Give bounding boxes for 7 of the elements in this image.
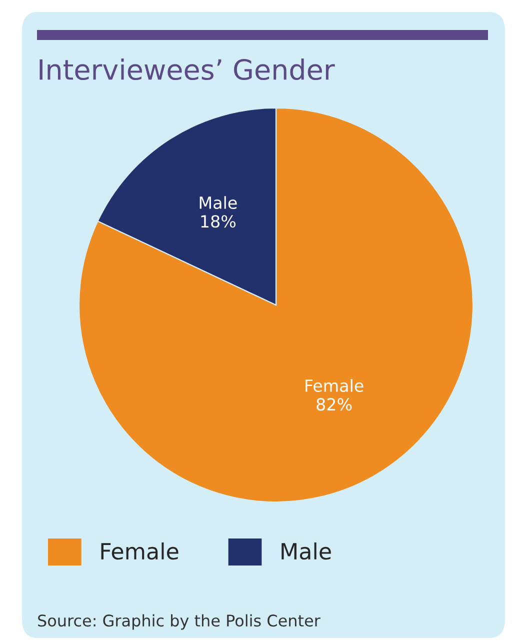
pie-slice bbox=[78, 107, 474, 503]
legend-label: Male bbox=[282, 542, 331, 560]
data-label: Female 82% bbox=[306, 379, 364, 411]
chart-title: Interviewees’ Gender bbox=[40, 58, 335, 80]
source-note: Source: Graphic by the Polis Center bbox=[38, 614, 320, 630]
data-label: Male 18% bbox=[200, 196, 237, 228]
legend-label: Female bbox=[101, 542, 178, 560]
